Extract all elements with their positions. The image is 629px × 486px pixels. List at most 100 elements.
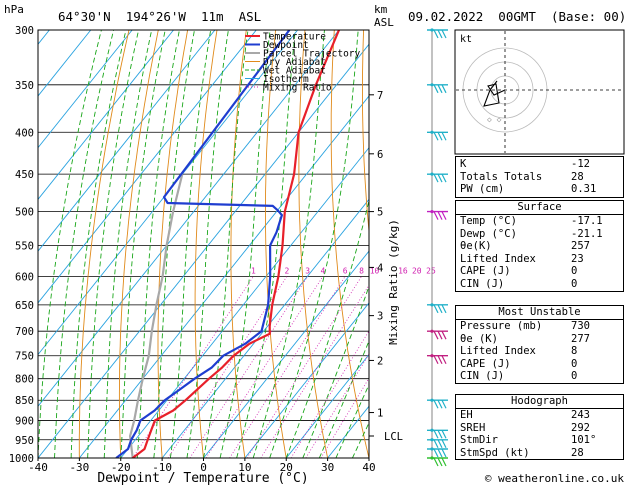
- wind-barb-dot: [430, 209, 434, 214]
- wind-barb-feather: [441, 430, 447, 439]
- pressure-tick-label: 350: [15, 80, 34, 92]
- mu-cape-row: CAPE (J) 0: [460, 357, 578, 370]
- height-unit-asl: ASL: [374, 16, 394, 29]
- surface-title: Surface: [517, 201, 562, 213]
- legend-entry: Temperature: [263, 32, 326, 43]
- hodo-sreh-row: SREH 292: [460, 421, 590, 434]
- valid-datetime: 09.02.2022 00GMT (Base: 00): [408, 9, 627, 24]
- wind-barb-feather: [441, 399, 447, 409]
- wind-barb-dot: [430, 83, 434, 87]
- wind-barb-feather: [433, 448, 439, 458]
- indices-table: K -12 Totals Totals 28 PW (cm) 0.31: [455, 156, 624, 198]
- isotherm: [203, 250, 369, 458]
- wind-barb-feather: [441, 457, 447, 467]
- temperature-tick-label: -40: [28, 461, 48, 474]
- wind-barb-feather: [441, 439, 447, 449]
- wind-barb-feather: [441, 330, 447, 340]
- wet-adiabat: [236, 30, 296, 458]
- dry-adiabat: [298, 30, 329, 458]
- wind-barb-feather: [433, 439, 439, 449]
- temperature-tick-label: 10: [238, 461, 251, 474]
- wind-barb-feather: [437, 304, 443, 314]
- mu-thetae-row: θe (K) 277: [460, 332, 590, 345]
- pressure-tick-label: 300: [15, 25, 34, 37]
- height-tick-label: 6: [377, 149, 383, 161]
- legend-entry: Dry Adiabat: [263, 57, 326, 68]
- hodo-eh-row: EH 243: [460, 409, 590, 421]
- mixing-ratio-label: 4: [320, 266, 325, 275]
- height-tick-label: 1: [377, 408, 383, 420]
- mixing-ratio-label: 10: [370, 266, 380, 275]
- temperature-tick-label: -10: [152, 461, 172, 474]
- pressure-tick-label: 550: [15, 240, 34, 252]
- isotherm: [285, 353, 369, 458]
- isotherm: [244, 302, 369, 458]
- wind-barb-feather: [441, 304, 447, 314]
- wet-adiabat: [169, 30, 212, 458]
- height-tick-label: 4: [377, 262, 383, 274]
- wind-barb-feather: [437, 29, 443, 39]
- wind-barb-dot: [430, 130, 434, 134]
- mu-li-row: Lifted Index 8: [460, 345, 578, 358]
- wind-barb-feather: [433, 211, 439, 220]
- wet-adiabat: [335, 383, 369, 458]
- height-unit: km: [374, 3, 388, 16]
- temperature-tick-label: 0: [200, 461, 207, 474]
- wet-adiabat: [269, 30, 359, 458]
- index-pw-row: PW (cm) 0.31: [460, 183, 597, 196]
- wind-barb-feather: [441, 173, 447, 183]
- wind-barbs: [427, 28, 448, 467]
- mixing-ratio-label: 25: [426, 266, 436, 275]
- isotherm: [38, 30, 92, 97]
- pressure-tick-label: 800: [15, 374, 34, 386]
- dry-adiabat: [78, 30, 130, 458]
- wet-adiabat: [120, 30, 166, 458]
- height-tick-label: 2: [377, 355, 383, 367]
- wind-barb-dot: [430, 329, 434, 333]
- wind-barb-dot: [430, 447, 434, 451]
- legend-entry: Mixing Ratio: [263, 83, 332, 94]
- temperature-tick-label: 40: [362, 461, 375, 474]
- mixing-ratio-label: 20: [412, 266, 422, 275]
- mixing-ratio-axis-label: Mixing Ratio (g/kg): [387, 219, 400, 345]
- wind-barb-feather: [437, 439, 443, 449]
- isotherm: [79, 95, 369, 458]
- isotherm: [38, 30, 340, 408]
- hodo-stmspd-row: StmSpd (kt) 28: [460, 446, 584, 459]
- hodo-stmdir-row: StmDir 101°: [460, 434, 597, 447]
- wet-adiabat: [70, 30, 127, 458]
- index-k-row: K -12: [460, 158, 590, 170]
- surface-thetae-row: θe(K) 257: [460, 240, 590, 253]
- mixing-ratio-label: 6: [343, 266, 348, 275]
- wind-barb-feather: [437, 131, 443, 141]
- temperature-tick-label: 20: [280, 461, 293, 474]
- wind-barb-dot: [430, 456, 434, 460]
- wet-adiabat: [136, 30, 180, 458]
- surface-cin-row: CIN (J) 0: [460, 277, 578, 290]
- pressure-tick-label: 500: [15, 207, 34, 219]
- legend-entry: Wet Adiabat: [263, 66, 326, 77]
- temperature-curve: [132, 30, 341, 458]
- hodograph-table-title: Hodograph: [511, 395, 568, 407]
- mixing-ratio-line: [229, 276, 346, 458]
- surface-table: Surface Temp (°C) -17.1 Dewp (°C) -21.1 θe…: [455, 200, 624, 292]
- dry-adiabat: [330, 30, 369, 458]
- pressure-tick-label: 450: [15, 169, 34, 181]
- wind-barb-feather: [437, 211, 443, 220]
- isotherm: [38, 30, 133, 149]
- height-tick-label: LCL: [384, 431, 403, 443]
- wind-barb-feather: [433, 84, 439, 94]
- pressure-tick-label: 400: [15, 127, 34, 139]
- hodograph-trace: [483, 80, 506, 107]
- mixing-ratio-label: 3: [305, 266, 310, 275]
- dry-adiabat: [157, 30, 189, 458]
- wind-barb-feather: [433, 173, 439, 183]
- dry-adiabat: [393, 30, 452, 458]
- wind-barb-dot: [430, 398, 434, 402]
- mu-cin-row: CIN (J) 0: [460, 370, 578, 383]
- dry-adiabat: [362, 30, 369, 236]
- x-axis-label: Dewpoint / Temperature (°C): [97, 471, 308, 486]
- wind-barb-feather: [437, 84, 443, 94]
